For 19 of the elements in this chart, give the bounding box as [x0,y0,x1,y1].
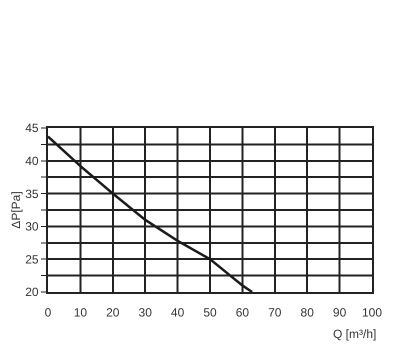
x-tick-label: 70 [268,305,282,320]
x-tick-label: 30 [138,305,152,320]
y-tick-label: 45 [25,121,39,136]
x-tick-label: 90 [332,305,347,320]
y-tick-label: 40 [25,154,39,168]
x-tick-label: 0 [44,305,52,320]
x-tick-label: 10 [74,305,88,320]
y-tick-label: 30 [25,220,39,234]
x-tick-label: 40 [170,305,185,320]
y-tick-label: 35 [25,186,39,201]
y-axis-title: ΔP[Pa] [9,191,24,229]
x-tick-label: 50 [203,305,217,320]
y-tick-label: 20 [25,285,39,300]
x-tick-label: 60 [236,305,250,320]
x-tick-label: 100 [362,305,382,320]
x-axis-title: Q [m³/h] [333,327,376,341]
x-tick-label: 20 [106,305,120,320]
x-tick-label: 80 [300,305,314,320]
y-tick-label: 25 [25,252,39,266]
